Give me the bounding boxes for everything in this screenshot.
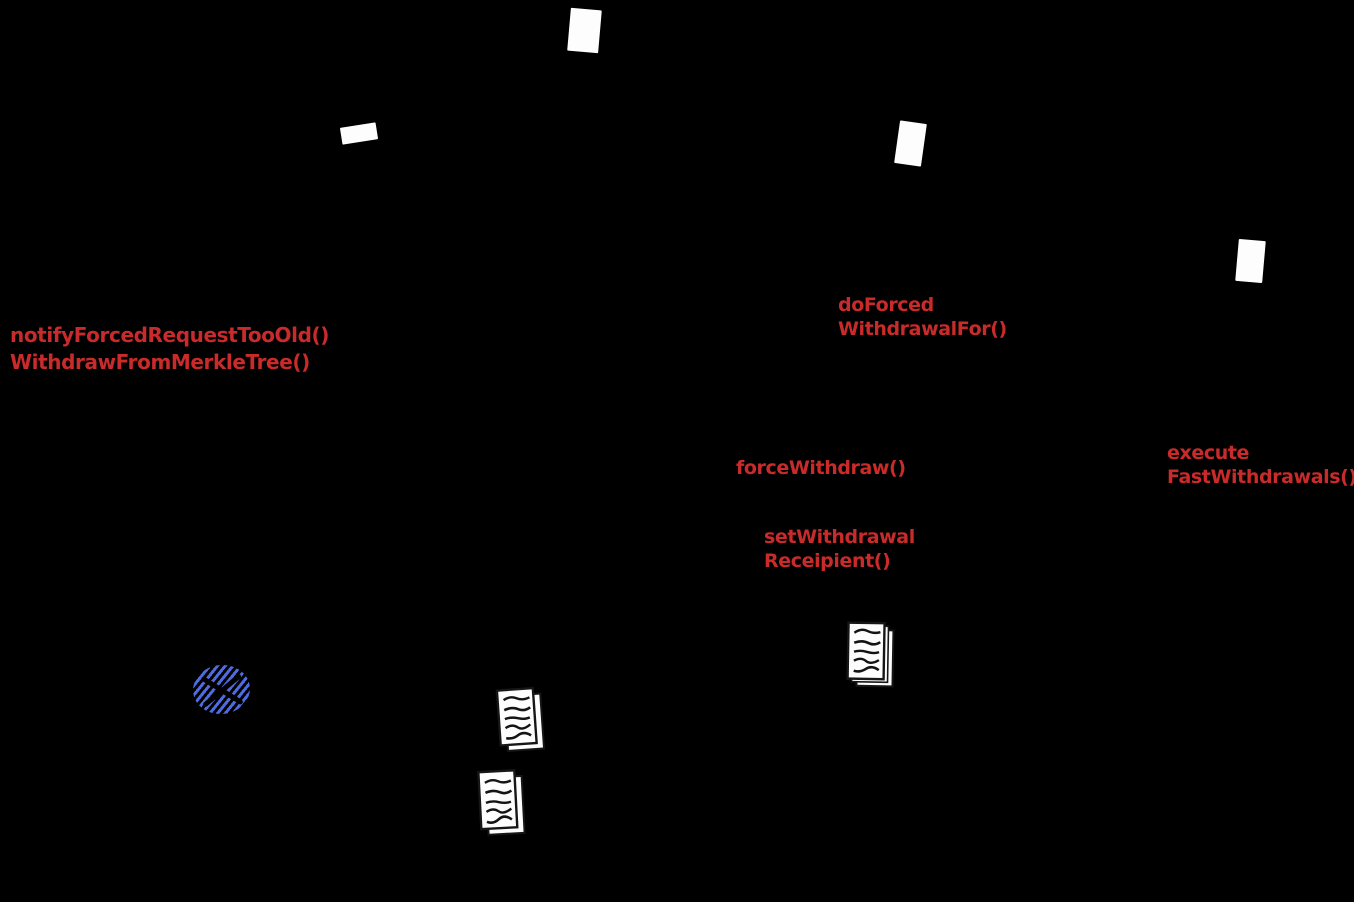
label-line: doForced <box>838 294 934 316</box>
document-icon <box>494 684 549 755</box>
document-icon <box>475 767 529 840</box>
document-icon <box>844 620 897 691</box>
label-execute-fast: execute FastWithdrawals() <box>1167 441 1354 489</box>
label-line: forceWithdraw() <box>736 457 906 479</box>
paper-icon <box>894 120 927 167</box>
label-set-withdrawal: setWithdrawal Receipient() <box>764 525 915 573</box>
label-line: Receipient() <box>764 550 891 572</box>
label-notify-forced: notifyForcedRequestTooOld() WithdrawFrom… <box>10 322 329 376</box>
label-line: execute <box>1167 442 1249 464</box>
label-do-forced: doForced WithdrawalFor() <box>838 293 1007 341</box>
paper-icon <box>339 122 379 145</box>
label-line: setWithdrawal <box>764 526 915 548</box>
hatched-ellipse-icon <box>190 662 253 717</box>
paper-icon <box>1235 238 1266 284</box>
paper-icon <box>567 7 602 54</box>
label-line: WithdrawFromMerkleTree() <box>10 350 310 374</box>
label-force-withdraw: forceWithdraw() <box>736 456 906 480</box>
label-line: FastWithdrawals() <box>1167 466 1354 488</box>
label-line: notifyForcedRequestTooOld() <box>10 323 329 347</box>
label-line: WithdrawalFor() <box>838 318 1007 340</box>
